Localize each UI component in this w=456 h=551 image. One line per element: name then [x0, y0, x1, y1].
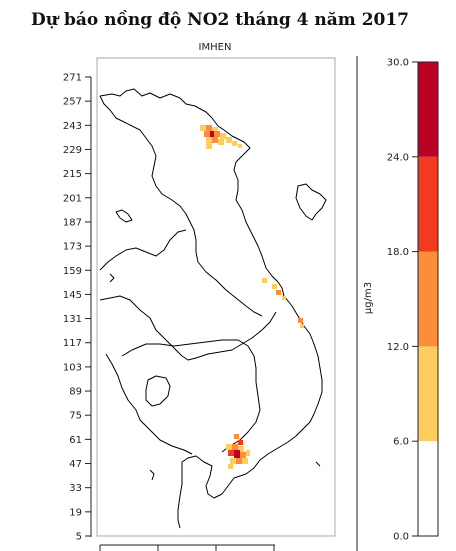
y-tick-label: 215 [63, 169, 82, 180]
gulf-coast [105, 353, 193, 455]
colorbar-label: 0.0 [393, 532, 409, 543]
y-tick-label: 61 [69, 435, 82, 446]
island-2 [295, 183, 327, 221]
cell-hanoi [206, 143, 212, 149]
cell-hcmc [234, 434, 239, 439]
cell-hcmc [234, 450, 240, 458]
map-outlines [99, 88, 327, 529]
y-tick-label: 257 [63, 97, 82, 108]
y-tick-label: 103 [63, 362, 82, 373]
y-tick-label: 187 [63, 217, 82, 228]
cell-hanoi [226, 137, 232, 143]
colorbar-label: 18.0 [387, 247, 409, 258]
cell-central [282, 296, 286, 300]
cell-hcmc [226, 444, 232, 450]
colorbar-frame [417, 61, 439, 537]
map-subtitle: IMHEN [198, 42, 232, 53]
y-tick-label: 201 [63, 193, 82, 204]
cell-hcmc [238, 446, 244, 452]
y-tick-label: 159 [63, 266, 82, 277]
island-3 [109, 273, 115, 283]
cell-hcmc [228, 464, 233, 469]
cell-hcmc [236, 458, 242, 464]
cambodia-border [121, 339, 261, 453]
y-tick-label: 243 [63, 121, 82, 132]
y-tick-label: 75 [69, 411, 82, 422]
cell-hcmc [246, 450, 250, 456]
island-4 [149, 469, 155, 481]
laos-border [99, 229, 187, 271]
cell-hcmc [232, 444, 238, 450]
colorbar-unit: µg/m3 [363, 282, 374, 314]
cell-hanoi [210, 131, 214, 137]
y-tick-label: 229 [63, 145, 82, 156]
cell-hcmc [228, 450, 234, 456]
cell-hanoi [238, 144, 242, 148]
colorbar-bin [418, 441, 438, 536]
y-tick-label: 117 [63, 338, 82, 349]
cell-hanoi [212, 127, 218, 133]
cell-hcmc [240, 452, 246, 458]
map-title: Dự báo nồng độ NO2 tháng 4 năm 2017 [30, 10, 410, 30]
colorbar-bin [418, 62, 438, 157]
colorbar-label: 24.0 [387, 152, 409, 163]
cell-hanoi [212, 137, 218, 143]
cell-hanoi [204, 131, 210, 137]
colorbar-bin [418, 156, 438, 252]
cell-hcmc [242, 458, 248, 464]
cell-hanoi [206, 125, 212, 131]
island-5 [315, 461, 321, 467]
y-tick-label: 173 [63, 242, 82, 253]
colorbar-label: 6.0 [393, 437, 409, 448]
cell-hanoi [232, 141, 237, 146]
tonle-sap [145, 375, 171, 407]
y-tick-label: 131 [63, 314, 82, 325]
colorbar-label: 30.0 [387, 58, 409, 69]
colorbar-bin [418, 346, 438, 442]
island-1 [115, 209, 133, 223]
cell-hanoi [206, 137, 212, 143]
cell-hcmc [238, 440, 243, 445]
cell-central [262, 278, 267, 283]
y-tick-label: 271 [63, 73, 82, 84]
cell-hanoi [214, 131, 220, 137]
y-tick-label: 33 [69, 483, 82, 494]
cell-central [276, 290, 281, 295]
colorbar: 30.0 24.0 18.0 12.0 6.0 0.0 [387, 58, 439, 543]
colorbar-label: 12.0 [387, 342, 409, 353]
y-tick-label: 145 [63, 290, 82, 301]
y-tick-label: 47 [69, 459, 82, 470]
y-tick-label: 19 [69, 507, 82, 518]
concentration-cells [200, 125, 304, 469]
cell-hanoi [200, 125, 206, 131]
vietnam-coastline [99, 88, 323, 529]
y-tick-label: 5 [76, 532, 82, 543]
cell-central [298, 318, 303, 323]
north-border [99, 95, 263, 317]
cell-hanoi [220, 133, 226, 139]
thailand-border [99, 295, 277, 361]
y-axis: 271 257 243 229 215 201 187 173 159 145 131 117 103 8… [63, 73, 91, 543]
cell-hanoi [218, 139, 224, 145]
cell-central [300, 324, 304, 328]
cell-hcmc [230, 458, 236, 464]
map-frame [96, 57, 336, 537]
y-tick-label: 89 [69, 387, 82, 398]
colorbar-bin [418, 251, 438, 347]
cell-central [272, 284, 277, 289]
x-axis [99, 544, 275, 551]
